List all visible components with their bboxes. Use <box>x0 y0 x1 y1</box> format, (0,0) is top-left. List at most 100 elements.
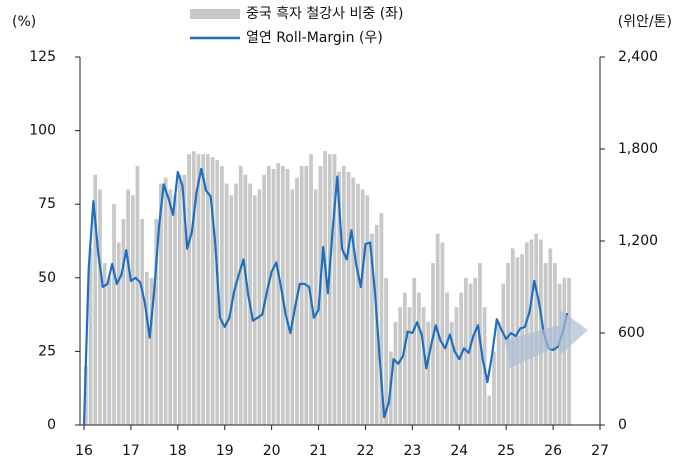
bar <box>266 165 271 426</box>
y-tick-label: 50 <box>38 270 56 286</box>
bar <box>205 154 210 426</box>
bar <box>234 183 238 425</box>
bar <box>88 248 93 425</box>
bar <box>220 165 224 426</box>
bar <box>323 151 327 425</box>
bar <box>144 271 149 425</box>
bar <box>501 283 506 425</box>
bar <box>168 189 173 425</box>
y2-tick-label: 1,800 <box>618 141 658 157</box>
x-tick-label: 18 <box>169 443 187 459</box>
x-tick-label: 21 <box>310 443 328 459</box>
bar <box>285 168 290 425</box>
bar <box>112 204 116 425</box>
bar <box>304 165 309 426</box>
bar <box>421 307 426 425</box>
bar <box>407 307 412 425</box>
bar <box>342 165 346 426</box>
bar <box>290 189 295 425</box>
y2-tick-label: 2,400 <box>618 49 658 65</box>
bar <box>365 195 370 425</box>
bar <box>102 263 107 425</box>
bar <box>356 183 360 425</box>
line <box>82 167 569 426</box>
bar <box>126 189 130 425</box>
bar <box>121 218 126 425</box>
bar <box>135 165 140 426</box>
bar <box>163 177 168 425</box>
bar <box>337 171 342 425</box>
bar <box>238 165 243 426</box>
bar <box>379 213 384 425</box>
bar <box>276 162 281 425</box>
bar <box>426 321 431 425</box>
bar <box>327 154 332 426</box>
bar <box>445 292 449 425</box>
y-tick-label: 0 <box>47 417 56 433</box>
bar <box>370 233 374 425</box>
bar <box>393 321 398 425</box>
bar <box>243 174 248 425</box>
bar <box>449 321 454 425</box>
y-tick-label: 25 <box>38 343 56 359</box>
bar <box>196 154 201 426</box>
bar <box>309 154 313 426</box>
bar <box>384 277 388 425</box>
x-tick-label: 23 <box>403 443 421 459</box>
bar <box>529 239 534 425</box>
x-tick-label: 26 <box>544 443 562 459</box>
bar <box>93 174 98 425</box>
y2-tick-label: 600 <box>618 325 645 341</box>
x-tick-label: 24 <box>450 443 468 459</box>
bar <box>313 189 318 425</box>
bar <box>351 177 356 425</box>
bar <box>140 218 145 425</box>
x-tick-label: 17 <box>122 443 140 459</box>
bar <box>130 195 135 425</box>
bar <box>398 307 403 425</box>
bar <box>149 277 154 425</box>
bar <box>224 183 229 425</box>
y2-tick-label: 0 <box>618 417 627 433</box>
bar <box>360 189 365 425</box>
y-tick-label: 125 <box>29 49 56 65</box>
bar <box>557 283 562 425</box>
bar <box>468 283 473 425</box>
bar <box>271 168 276 425</box>
bar <box>496 321 501 425</box>
bar <box>201 154 206 426</box>
x-tick-label: 19 <box>216 443 234 459</box>
bar <box>116 242 121 425</box>
bar <box>562 277 567 425</box>
bar <box>487 395 492 425</box>
bar <box>431 263 435 425</box>
x-tick-label: 16 <box>75 443 93 459</box>
bar <box>454 307 459 425</box>
bars <box>84 151 571 426</box>
bar <box>440 242 445 425</box>
bar <box>332 154 337 426</box>
legend-swatch <box>190 9 240 19</box>
bar <box>252 195 257 425</box>
bar <box>159 183 163 425</box>
bar <box>510 248 515 425</box>
legend-label: 열연 Roll-Margin (우) <box>246 30 383 46</box>
bar <box>187 154 191 426</box>
bar <box>299 165 304 426</box>
y-unit-label: (%) <box>12 14 36 30</box>
bar <box>154 218 159 425</box>
legend-label: 중국 흑자 철강사 비중 (좌) <box>246 5 404 22</box>
bar <box>182 174 187 425</box>
x-tick-label: 22 <box>357 443 375 459</box>
bar <box>412 277 417 425</box>
bar <box>417 292 421 425</box>
bar <box>567 277 571 425</box>
bar <box>473 277 478 425</box>
y2-tick-label: 1,200 <box>618 233 658 249</box>
y2-unit-label: (위안/톤) <box>618 14 672 30</box>
bar <box>177 174 182 425</box>
bar <box>107 277 112 425</box>
bar <box>210 157 215 425</box>
bar <box>346 171 351 425</box>
